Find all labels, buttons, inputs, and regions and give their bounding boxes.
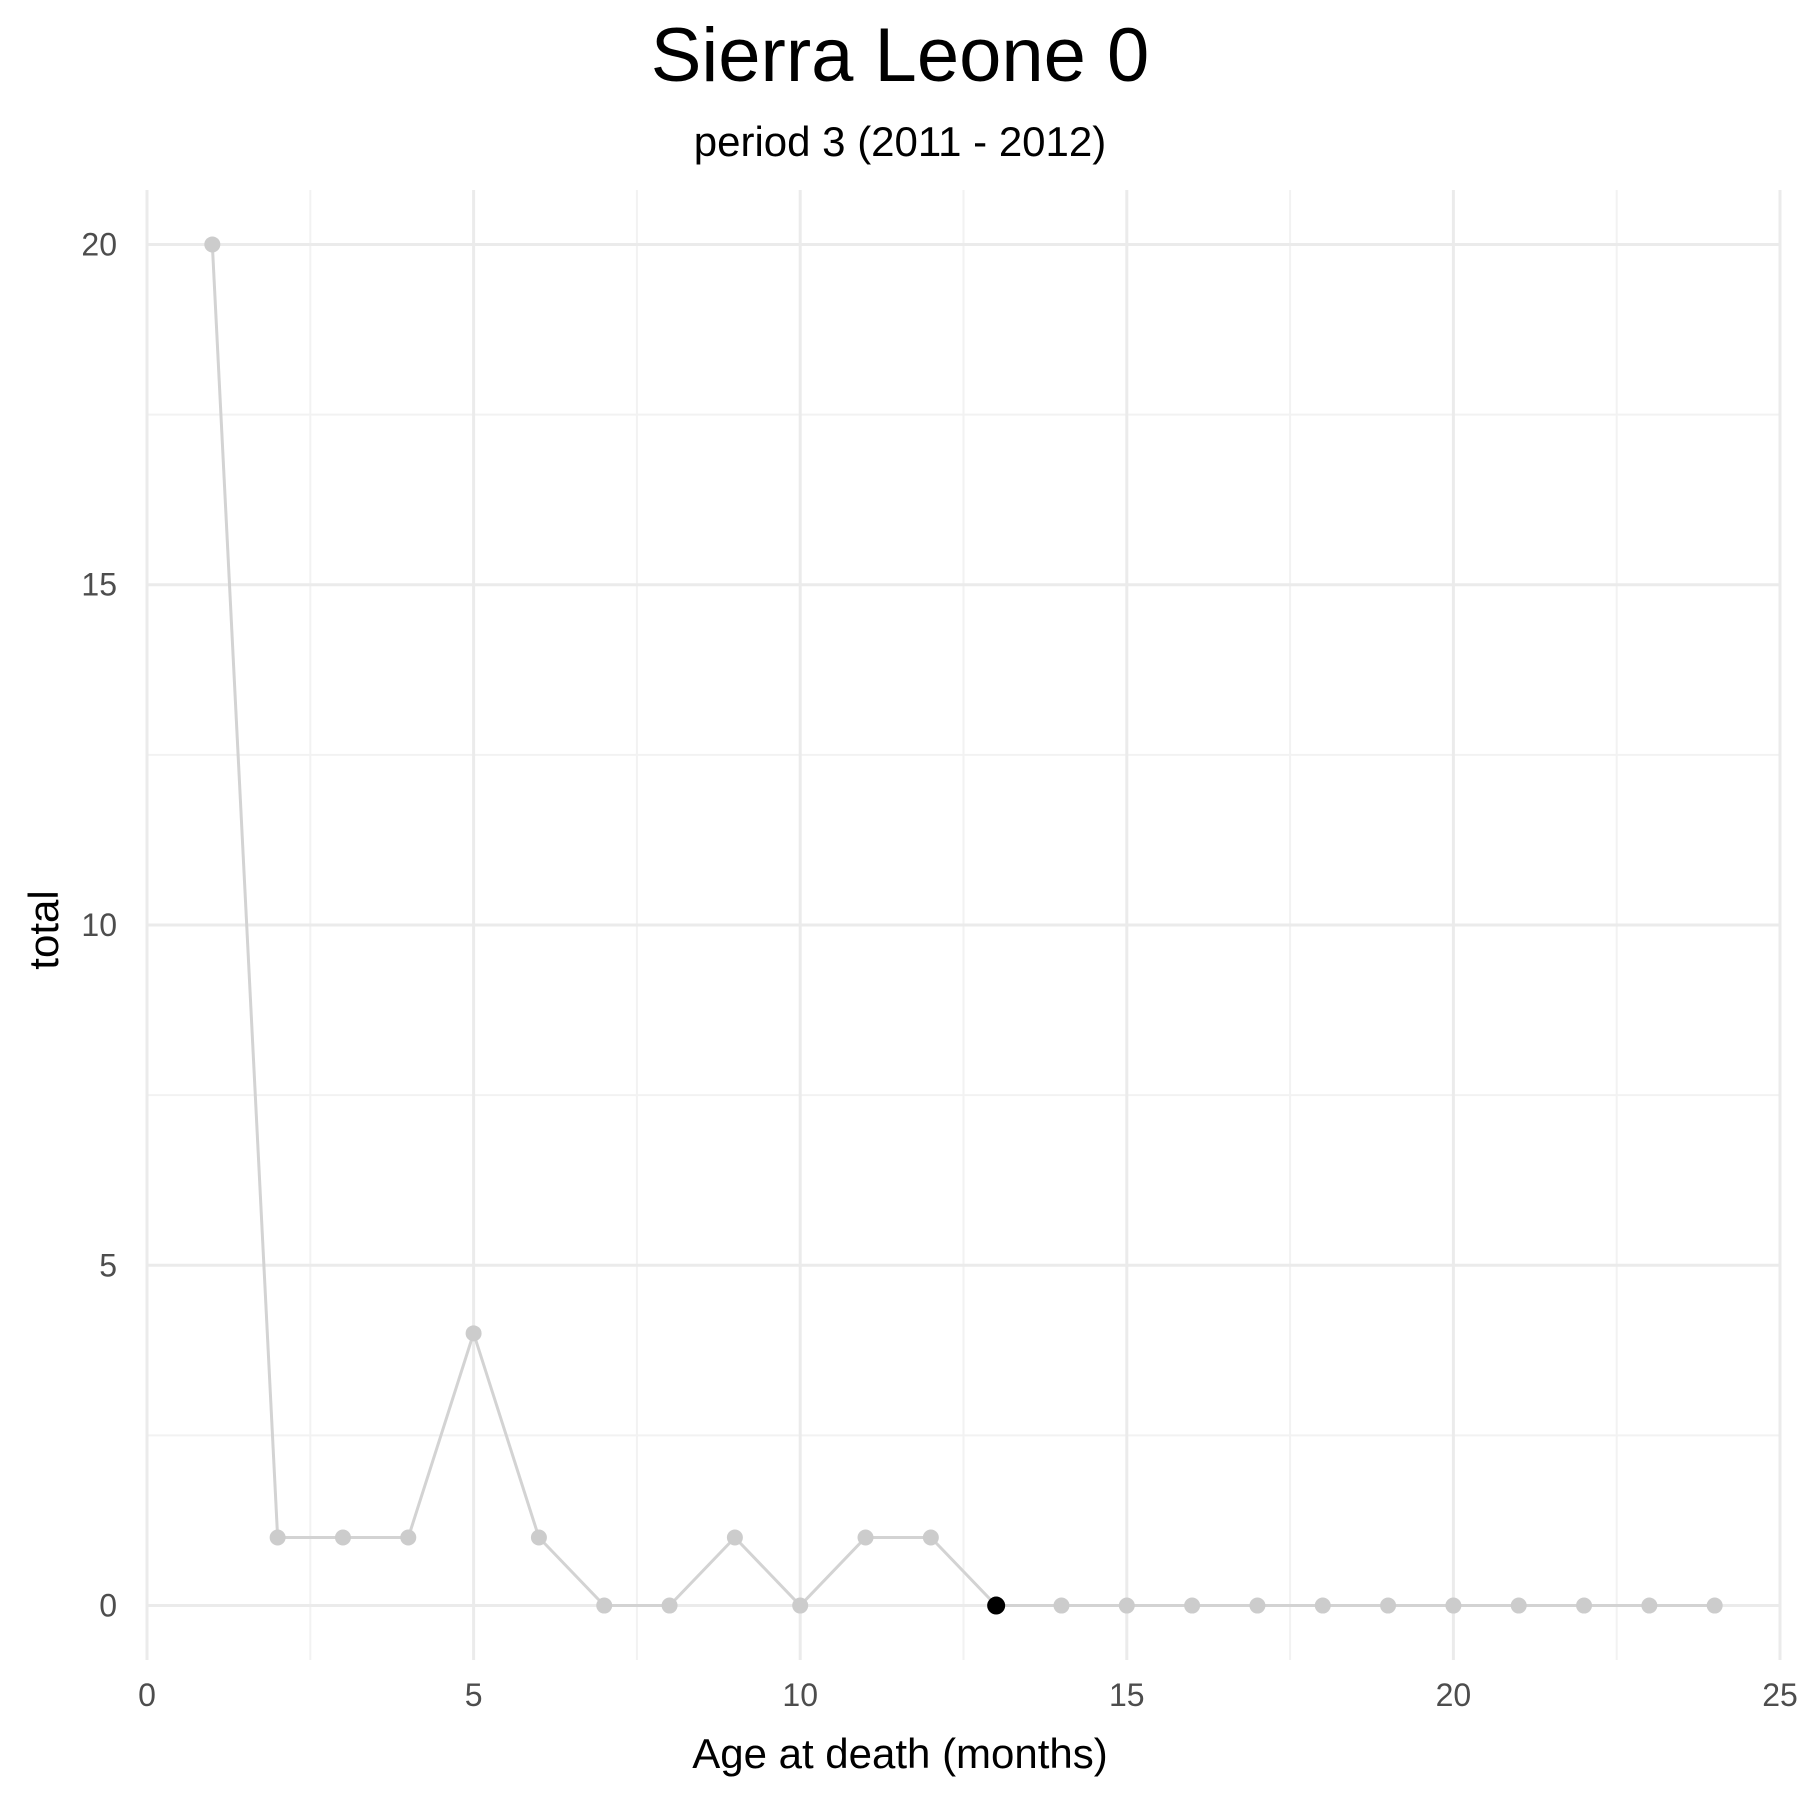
data-point	[465, 1325, 482, 1342]
series	[204, 236, 1723, 1615]
highlighted-point	[987, 1596, 1006, 1615]
x-tick-label: 10	[782, 1677, 818, 1713]
data-point	[1445, 1597, 1462, 1614]
data-point	[1118, 1597, 1135, 1614]
chart-title: Sierra Leone 0	[650, 13, 1150, 98]
chart-subtitle: period 3 (2011 - 2012)	[693, 118, 1107, 165]
data-point	[1314, 1597, 1331, 1614]
data-point	[792, 1597, 809, 1614]
data-point	[1249, 1597, 1266, 1614]
axis-ticks: 0 5 10 15 20 25 0 5 10 15 20	[81, 226, 1797, 1713]
data-point	[661, 1597, 678, 1614]
x-tick-label: 15	[1109, 1677, 1145, 1713]
data-point	[1380, 1597, 1397, 1614]
x-tick-label: 0	[138, 1677, 156, 1713]
series-line	[210, 244, 1715, 1608]
x-tick-label: 20	[1436, 1677, 1472, 1713]
data-point	[334, 1529, 351, 1546]
x-tick-label: 25	[1762, 1677, 1798, 1713]
data-point	[1053, 1597, 1070, 1614]
data-point	[400, 1529, 417, 1546]
y-tick-label: 0	[99, 1588, 117, 1624]
y-tick-label: 5	[99, 1247, 117, 1283]
data-point	[1706, 1597, 1723, 1614]
grid	[145, 190, 1782, 1660]
y-tick-label: 10	[81, 907, 117, 943]
data-point	[1184, 1597, 1201, 1614]
y-tick-label: 15	[81, 567, 117, 603]
data-point	[1641, 1597, 1658, 1614]
data-point	[922, 1529, 939, 1546]
data-point	[1510, 1597, 1527, 1614]
data-point	[596, 1597, 613, 1614]
data-point	[857, 1529, 874, 1546]
x-tick-label: 5	[465, 1677, 483, 1713]
data-point	[530, 1529, 547, 1546]
y-tick-label: 20	[81, 226, 117, 262]
x-axis-label: Age at death (months)	[692, 1730, 1108, 1777]
data-point	[1576, 1597, 1593, 1614]
data-point	[269, 1529, 286, 1546]
data-point	[204, 236, 221, 253]
data-point	[726, 1529, 743, 1546]
